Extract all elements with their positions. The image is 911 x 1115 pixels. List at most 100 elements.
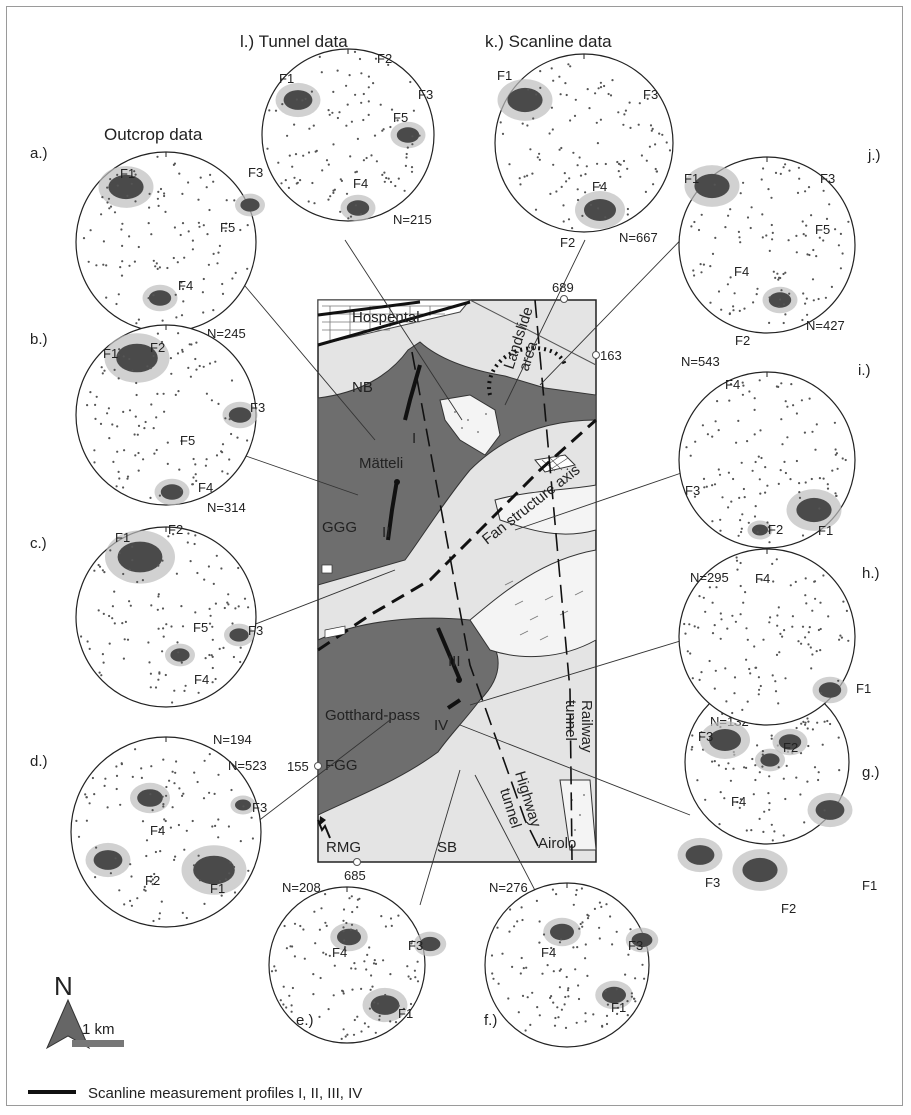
pole-point: [228, 458, 231, 461]
pole-point: [520, 956, 523, 960]
family-label: F2: [560, 235, 575, 250]
pole-point: [806, 313, 809, 316]
pole-point: [193, 771, 196, 774]
pole-point: [152, 294, 155, 297]
pole-point: [117, 470, 120, 473]
family-label: F3: [418, 87, 433, 102]
pole-point: [314, 942, 317, 945]
pole-point: [734, 620, 738, 623]
pole-point: [626, 207, 630, 211]
pole-point: [536, 156, 539, 159]
pole-point: [599, 86, 603, 89]
pole-point: [732, 305, 735, 308]
pole-point: [794, 580, 797, 584]
pole-point: [268, 109, 271, 112]
pole-point: [719, 791, 722, 794]
pole-point: [763, 810, 766, 813]
pole-point: [214, 677, 217, 681]
pole-point: [607, 92, 610, 96]
pole-point: [195, 368, 198, 371]
pole-point: [603, 84, 606, 88]
pole-point: [743, 496, 746, 499]
pole-point: [649, 124, 653, 127]
pole-point: [145, 839, 149, 842]
family-label: F4: [725, 377, 740, 392]
pole-point: [133, 433, 136, 436]
pole-point: [742, 181, 745, 184]
pole-point: [686, 650, 689, 653]
pole-point: [619, 175, 622, 178]
pole-point: [738, 496, 741, 499]
pole-point: [95, 395, 98, 398]
pole-point: [764, 466, 767, 469]
pole-point: [784, 471, 788, 475]
pole-point: [221, 282, 224, 286]
pole-point: [324, 893, 327, 896]
pole-point: [180, 281, 183, 284]
pole-point: [748, 390, 751, 393]
pole-point: [501, 952, 504, 955]
pole-point: [750, 829, 753, 832]
pole-point: [555, 190, 558, 193]
pole-point: [135, 322, 138, 325]
pole-point: [558, 986, 562, 989]
pole-point: [128, 568, 131, 571]
pole-point: [203, 578, 206, 581]
pole-point: [627, 953, 630, 956]
pole-point: [406, 146, 409, 149]
pole-point: [836, 467, 839, 470]
pole-point: [841, 252, 844, 255]
pole-point: [407, 975, 410, 978]
pole-point: [194, 611, 197, 614]
family-label: F3: [685, 483, 700, 498]
pole-point: [307, 151, 311, 154]
pole-point: [559, 938, 563, 941]
pole-point: [749, 672, 752, 675]
pole-point: [120, 228, 123, 231]
pole-point: [247, 869, 250, 872]
pole-point: [178, 787, 181, 790]
pole-point: [411, 135, 414, 138]
pole-point: [114, 857, 117, 860]
pole-point: [815, 650, 818, 653]
density-cluster: [283, 90, 313, 110]
pole-point: [807, 720, 810, 723]
pole-point: [225, 199, 228, 202]
pole-point: [798, 482, 801, 485]
pole-point: [205, 186, 208, 189]
pole-point: [134, 748, 137, 751]
pole-point: [813, 766, 817, 769]
pole-point: [758, 817, 761, 821]
pole-point: [182, 792, 185, 795]
pole-point: [211, 625, 214, 628]
pole-point: [586, 917, 590, 920]
pole-point: [333, 964, 336, 967]
pole-point: [798, 177, 801, 180]
pole-point: [194, 473, 197, 476]
pole-point: [756, 744, 759, 747]
pole-point: [565, 180, 568, 183]
pole-point: [371, 985, 374, 988]
pole-point: [779, 298, 782, 301]
pole-point: [721, 496, 724, 499]
outcrop-data-header: Outcrop data: [104, 125, 203, 144]
pole-point: [154, 265, 157, 268]
pole-point: [328, 954, 331, 957]
pole-point: [109, 872, 112, 875]
pole-point: [402, 1007, 405, 1010]
pole-point: [555, 893, 558, 896]
pole-point: [192, 864, 196, 867]
pole-point: [761, 765, 764, 768]
pole-point: [689, 454, 692, 457]
pole-point: [189, 560, 192, 563]
pole-point: [162, 392, 165, 395]
pole-point: [567, 987, 570, 990]
pole-point: [774, 276, 777, 279]
family-label: F4: [194, 672, 209, 687]
pole-point: [599, 118, 603, 121]
pole-point: [698, 678, 701, 682]
pole-point: [119, 803, 122, 806]
panel-label: j.): [867, 147, 881, 164]
pole-point: [754, 460, 757, 464]
